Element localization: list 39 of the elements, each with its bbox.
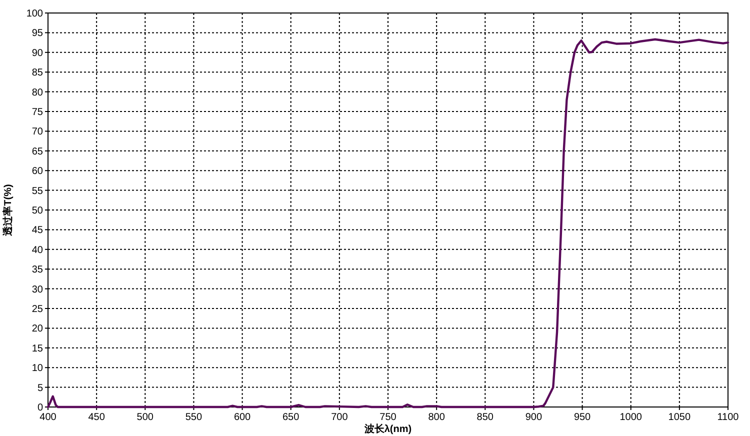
- x-tick-label: 400: [40, 412, 57, 423]
- y-tick-label: 70: [32, 126, 44, 138]
- x-tick-label: 550: [185, 412, 202, 423]
- y-tick-label: 20: [32, 324, 44, 335]
- x-tick-label: 950: [574, 412, 592, 423]
- y-tick-label: 95: [32, 28, 44, 40]
- x-tick-label: 1050: [668, 412, 691, 423]
- x-axis-title: 波长λ(nm): [363, 423, 412, 435]
- x-tick-label: 900: [525, 412, 542, 423]
- x-tick-label: 700: [331, 412, 348, 423]
- y-tick-label: 45: [32, 225, 44, 236]
- y-tick-label: 30: [32, 284, 44, 296]
- x-tick-label: 1000: [620, 412, 642, 423]
- y-tick-label: 80: [32, 87, 44, 98]
- y-axis-title: 透过率T(%): [2, 184, 14, 237]
- x-tick-label: 750: [380, 412, 397, 423]
- y-tick-label: 50: [32, 206, 44, 216]
- y-tick-label: 90: [32, 48, 44, 59]
- y-tick-label: 10: [32, 363, 44, 374]
- y-tick-label: 65: [32, 146, 44, 158]
- y-tick-label: 35: [32, 264, 44, 276]
- line-series: [46, 38, 730, 408]
- x-tick-label: 850: [476, 412, 494, 423]
- x-tick-label: 450: [88, 412, 106, 423]
- y-tick-label: 15: [32, 343, 44, 354]
- x-tick-label: 600: [234, 412, 252, 423]
- x-tick-label: 1100: [717, 412, 740, 423]
- y-tick-label: 40: [32, 244, 44, 256]
- y-tick-label: 85: [32, 68, 44, 79]
- y-tick-label: 5: [37, 382, 44, 394]
- y-tick-label: 75: [32, 107, 44, 118]
- x-tick-label: 800: [428, 412, 446, 423]
- y-tick-label: 25: [32, 304, 44, 315]
- y-tick-label: 0: [37, 402, 44, 414]
- y-tick-label: 55: [32, 186, 44, 197]
- x-tick-label: 650: [282, 412, 300, 423]
- y-tick-label: 100: [26, 8, 44, 20]
- y-tick-label: 60: [32, 166, 44, 178]
- x-tick-label: 500: [136, 412, 154, 423]
